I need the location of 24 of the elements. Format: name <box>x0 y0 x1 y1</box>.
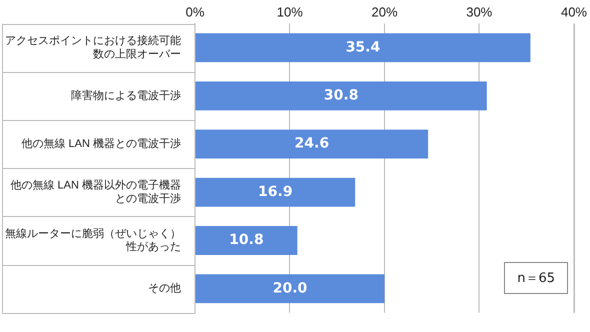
y-tick-label: 他の無線 LAN 機器との電波干渉 <box>21 137 181 150</box>
annotation: n＝65 <box>504 262 568 294</box>
bar <box>196 178 356 207</box>
x-tick-label: 20% <box>371 4 398 20</box>
y-tick-label: 障害物による電波干渉 <box>71 88 181 102</box>
bar <box>196 226 298 255</box>
data-label: 16.9 <box>258 184 293 200</box>
data-label: 24.6 <box>294 136 330 152</box>
x-tick-label: 10% <box>276 4 304 20</box>
data-label: 10.8 <box>229 232 264 248</box>
bar <box>196 274 384 304</box>
data-label: 20.0 <box>272 280 308 296</box>
x-tick-label: 0% <box>186 4 205 20</box>
y-tick-label: アクセスポイントにおける接続可能数の上限オーバー <box>5 34 181 60</box>
bar <box>196 130 428 159</box>
bar <box>196 33 530 62</box>
y-tick-label: 無線ルーターに脆弱（ぜいじゃく）性があった <box>5 228 181 254</box>
data-label: 35.4 <box>346 39 380 56</box>
y-tick-label: その他 <box>148 282 181 295</box>
bar <box>196 81 487 110</box>
x-tick-label: 30% <box>466 4 493 20</box>
y-tick-label: 他の無線 LAN 機器以外の電子機器との電波干渉 <box>10 178 181 205</box>
x-tick-label: 40% <box>560 4 588 20</box>
data-label: 30.8 <box>324 88 358 104</box>
